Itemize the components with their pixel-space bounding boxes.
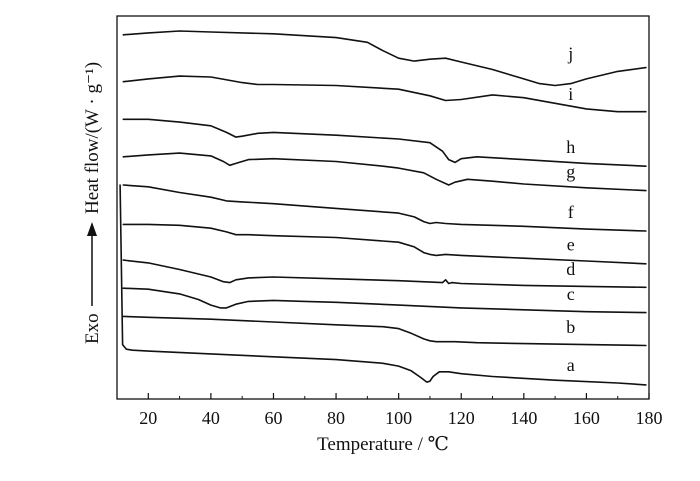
curve-label-f: f [568,202,574,222]
curve-label-g: g [566,161,575,181]
curve-h [122,118,647,167]
curve-g [122,152,647,192]
x-tick-label: 40 [202,408,220,428]
curve-b [122,315,647,347]
curves [119,30,647,386]
curve-e [122,223,647,265]
curve-label-d: d [566,259,575,279]
x-axis-ticks: 20 40 60 80 100 120 140 160 180 [139,393,663,428]
exo-label: Exo [82,313,103,344]
x-tick-label: 80 [327,408,345,428]
x-tick-label: 60 [264,408,282,428]
curve-f [122,184,647,232]
x-tick-label: 160 [573,408,600,428]
x-tick-label: 100 [385,408,412,428]
curve-label-b: b [566,317,575,337]
curve-label-e: e [567,234,575,254]
x-tick-label: 120 [448,408,475,428]
y-axis-title-group: Exo Heat flow/(W · g⁻¹) [82,62,103,344]
curve-label-j: j [567,43,573,63]
curve-label-c: c [567,284,575,304]
curve-label-h: h [566,137,575,157]
curve-d [122,259,647,289]
curve-label-i: i [568,84,573,104]
curve-label-a: a [567,355,575,375]
curve-a [119,184,647,386]
curve-c [122,287,647,314]
x-tick-label: 180 [636,408,663,428]
x-axis-title: Temperature / ℃ [317,434,449,455]
x-tick-label: 140 [510,408,537,428]
plot-frame [116,15,650,400]
exo-arrow-icon [87,222,97,236]
y-axis-title: Heat flow/(W · g⁻¹) [82,62,103,214]
curve-j [122,30,647,87]
x-tick-label: 20 [139,408,157,428]
curve-i [122,75,647,113]
